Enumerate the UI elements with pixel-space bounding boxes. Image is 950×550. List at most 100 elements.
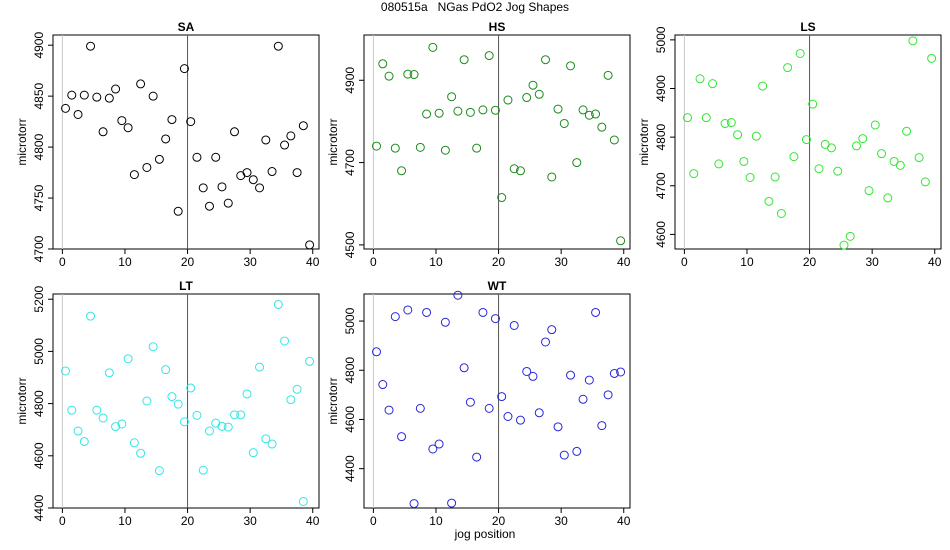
data-point (453, 106, 463, 116)
data-point (459, 363, 469, 373)
data-point (547, 172, 557, 182)
data-point (603, 70, 613, 80)
data-point (305, 240, 315, 250)
data-point (490, 314, 500, 324)
x-tick-label: 30 (243, 255, 257, 269)
y-tick-label: 5000 (32, 338, 46, 365)
data-point (472, 143, 482, 153)
x-axis-label: jog position (454, 527, 516, 541)
data-point (826, 143, 836, 153)
data-point (739, 156, 749, 166)
data-point (484, 51, 494, 61)
data-point (714, 159, 724, 169)
y-tick-label: 4900 (32, 32, 46, 59)
y-tick-label: 4400 (343, 455, 357, 482)
x-tick-label: 10 (429, 514, 443, 528)
data-point (515, 166, 525, 176)
data-point (751, 131, 761, 141)
data-point (415, 142, 425, 152)
data-point (384, 405, 394, 415)
data-point (104, 93, 114, 103)
plot-frame (674, 34, 942, 250)
panel-lt: LT 0 10 20 30 40 4400 4600 4800 5000 5200 microtorr (15, 279, 320, 528)
data-point (559, 450, 569, 460)
data-point (465, 107, 475, 117)
data-point (372, 347, 382, 357)
data-point (415, 403, 425, 413)
data-point (422, 109, 432, 119)
data-point (136, 448, 146, 458)
y-tick-label: 4800 (32, 390, 46, 417)
data-point (733, 130, 743, 140)
data-point (541, 337, 551, 347)
data-point (472, 452, 482, 462)
data-point (73, 426, 83, 436)
data-point (142, 162, 152, 172)
data-point (559, 118, 569, 128)
data-point (503, 95, 513, 105)
data-point (497, 193, 507, 203)
data-point (572, 446, 582, 456)
data-point (61, 103, 71, 113)
data-point (204, 201, 214, 211)
data-point (179, 417, 189, 427)
data-point (236, 410, 246, 420)
x-tick-label: 40 (617, 514, 631, 528)
data-point (242, 389, 252, 399)
data-point (111, 422, 121, 432)
data-point (230, 410, 240, 420)
data-point (248, 175, 258, 185)
data-point (67, 405, 77, 415)
data-point (186, 117, 196, 127)
data-point (280, 140, 290, 150)
data-point (409, 70, 419, 80)
data-point (211, 152, 221, 162)
data-point (434, 439, 444, 449)
data-point (528, 80, 538, 90)
data-point (745, 173, 755, 183)
data-point (584, 110, 594, 120)
data-point (808, 99, 818, 109)
data-point (117, 419, 127, 429)
data-point (98, 413, 108, 423)
data-point (515, 415, 525, 425)
data-point (447, 92, 457, 102)
data-point (217, 421, 227, 431)
data-point (378, 59, 388, 69)
y-tick-label: 4900 (654, 75, 668, 102)
data-point (86, 311, 96, 321)
y-tick-label: 4500 (343, 231, 357, 258)
data-point (459, 55, 469, 65)
data-point (591, 109, 601, 119)
data-point (920, 177, 930, 187)
y-axis-label: microtorr (326, 118, 340, 165)
data-point (384, 71, 394, 81)
panel-title: LS (800, 20, 815, 34)
data-point (683, 113, 693, 123)
data-point (726, 118, 736, 128)
data-point (236, 171, 246, 181)
data-point (845, 231, 855, 241)
data-point (79, 90, 89, 100)
panel-sa: SA 0 10 20 30 40 4700 4750 4800 4850 4900 microtorr (15, 20, 320, 269)
x-tick-label: 40 (617, 255, 631, 269)
panel-ls: LS 0 10 20 30 40 4600 4700 4800 4900 5000 microtorr (637, 20, 942, 269)
data-point (597, 421, 607, 431)
x-tick-label: 0 (59, 255, 66, 269)
data-point (261, 434, 271, 444)
data-point (142, 396, 152, 406)
x-tick-label: 0 (370, 514, 377, 528)
data-point (409, 499, 419, 509)
data-point (902, 126, 912, 136)
y-axis-label: microtorr (15, 377, 29, 424)
data-point (864, 186, 874, 196)
data-point (453, 290, 463, 300)
data-point (129, 170, 139, 180)
data-point (198, 183, 208, 193)
panel-title: SA (178, 20, 195, 34)
data-point (223, 422, 233, 432)
data-point (422, 307, 432, 317)
data-point (720, 119, 730, 129)
data-point (286, 131, 296, 141)
